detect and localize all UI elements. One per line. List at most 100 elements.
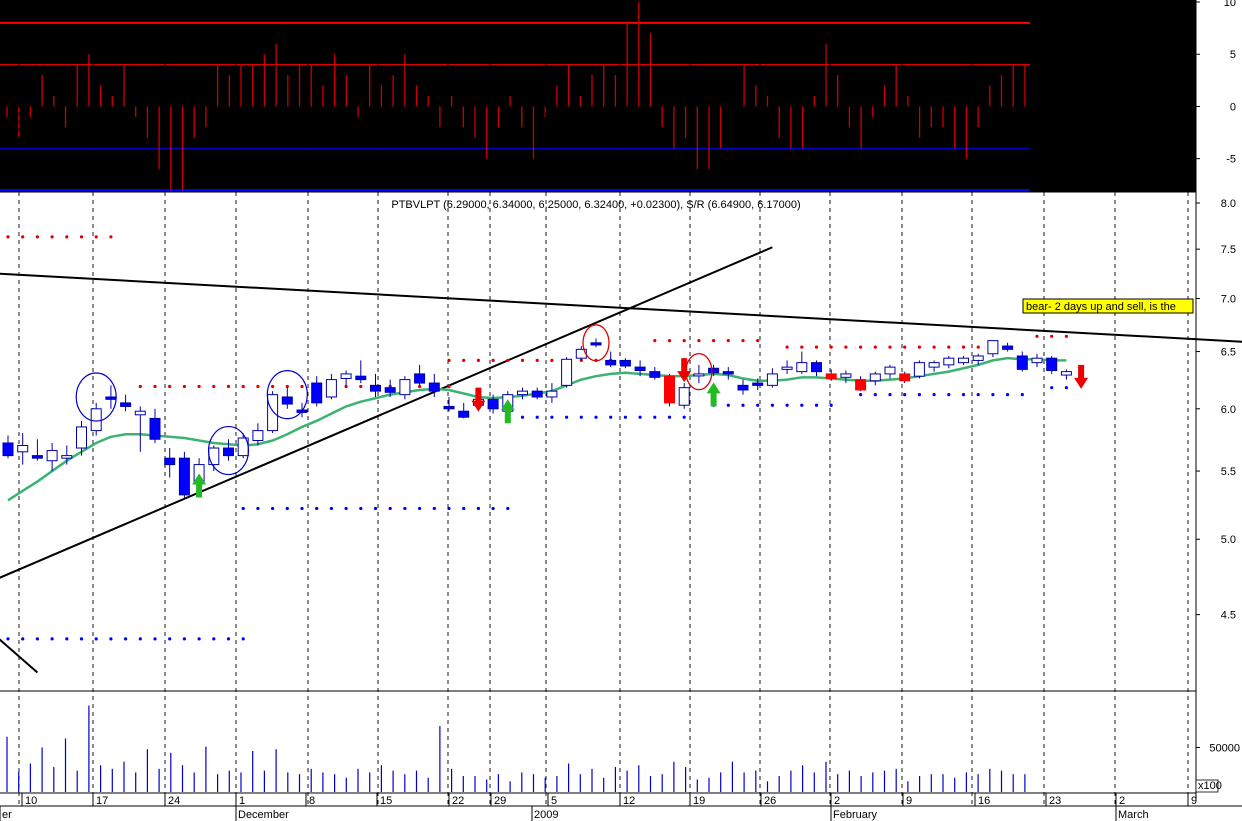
down-arrow-icon: [471, 387, 486, 412]
candle: [458, 402, 470, 419]
candle: [840, 370, 852, 384]
resistance-dot: [418, 384, 422, 389]
x-tick-label: 10: [25, 795, 37, 807]
support-dot: [888, 393, 892, 397]
support-dot: [947, 393, 951, 397]
resistance-dot: [300, 384, 304, 389]
candle: [325, 373, 337, 400]
price-y-tick-label: 6.0: [1221, 404, 1236, 416]
candle-body: [899, 373, 911, 382]
resistance-dot: [491, 358, 495, 363]
candle: [737, 379, 749, 395]
support-dot: [756, 403, 760, 407]
candle: [355, 360, 367, 384]
candle-body: [605, 359, 617, 366]
candle: [1016, 351, 1028, 372]
right-axis-background: [1196, 0, 1242, 821]
x-tick-label: 9: [906, 795, 912, 807]
support-dot: [79, 637, 84, 641]
x-tick-label: 1: [239, 795, 245, 807]
x-tick-label: 2: [1119, 795, 1125, 807]
candle-body: [340, 373, 352, 379]
candle-body: [752, 382, 764, 386]
candle: [1002, 342, 1014, 352]
trendline: [0, 272, 1242, 343]
candle-body: [311, 382, 323, 404]
resistance-dot: [506, 358, 510, 363]
support-dot: [21, 637, 25, 641]
candle: [178, 451, 190, 498]
support-dot: [329, 506, 333, 511]
candle-body: [1016, 355, 1028, 370]
support-dot: [300, 506, 304, 511]
candle-body: [1060, 371, 1072, 376]
price-y-tick-label: 6.5: [1221, 347, 1236, 359]
down-arrow-icon: [1074, 364, 1089, 389]
support-dot: [579, 415, 583, 419]
resistance-dot: [212, 384, 216, 389]
resistance-dot: [344, 384, 348, 389]
candle-body: [546, 390, 558, 398]
support-dot: [491, 506, 495, 511]
candle-body: [31, 455, 43, 459]
resistance-dot: [829, 345, 833, 349]
resistance-dot: [447, 384, 451, 389]
resistance-dot: [256, 384, 260, 389]
support-dot: [682, 415, 686, 419]
highlight-circle: [582, 324, 610, 362]
resistance-dot: [756, 339, 760, 343]
down-arrow-icon: [677, 358, 692, 383]
support-dot: [741, 403, 745, 407]
x-tick-label: 8: [309, 795, 315, 807]
support-dot: [800, 403, 804, 407]
x-axis: 10 17 24 1 8 15 22 29 5 12 19 26 2 9 16 23 2 9 er December…: [0, 792, 1242, 821]
candle-body: [678, 387, 690, 406]
support-dot: [594, 415, 598, 419]
support-dot: [256, 506, 260, 511]
oscillator-y-axis: 10 5 0 -5: [1196, 0, 1236, 166]
resistance-dot: [800, 345, 804, 349]
candle-body: [531, 390, 543, 398]
candle: [149, 408, 161, 444]
candle: [561, 357, 573, 388]
candle-body: [384, 387, 396, 393]
resistance-dot: [961, 345, 966, 349]
candle-body: [2, 442, 14, 457]
support-dot: [50, 637, 54, 641]
support-dot: [226, 637, 231, 641]
price-y-tick-label: 7.5: [1221, 244, 1236, 256]
candle: [370, 373, 381, 397]
month-label: February: [833, 809, 878, 821]
resistance-dot: [667, 339, 672, 343]
candle-body: [414, 373, 426, 384]
support-dot: [197, 637, 201, 641]
support-dot: [859, 393, 863, 397]
resistance-dot: [241, 384, 245, 389]
resistance-dot: [903, 345, 907, 349]
support-dot: [271, 506, 275, 511]
resistance-dot: [462, 358, 466, 363]
support-dot: [609, 415, 613, 419]
annotation-background: [1022, 298, 1194, 314]
price-y-tick-label: 5.5: [1221, 466, 1236, 478]
resistance-dot: [35, 235, 40, 239]
x-tick-label: 2: [834, 795, 840, 807]
resistance-dot: [109, 235, 113, 239]
candle-body: [458, 410, 470, 418]
support-dot: [6, 637, 10, 641]
resistance-dot: [476, 358, 480, 363]
support-dot: [785, 403, 789, 407]
candle-body: [796, 362, 808, 373]
resistance-dot: [138, 384, 142, 389]
candle-body: [443, 405, 455, 410]
support-dot: [388, 506, 392, 511]
candle: [796, 351, 808, 374]
resistance-dot: [1035, 334, 1039, 338]
candle-body: [869, 373, 881, 382]
resistance-dot: [520, 358, 525, 363]
candle: [958, 355, 969, 365]
candle-body: [399, 379, 411, 396]
candle: [972, 353, 984, 365]
